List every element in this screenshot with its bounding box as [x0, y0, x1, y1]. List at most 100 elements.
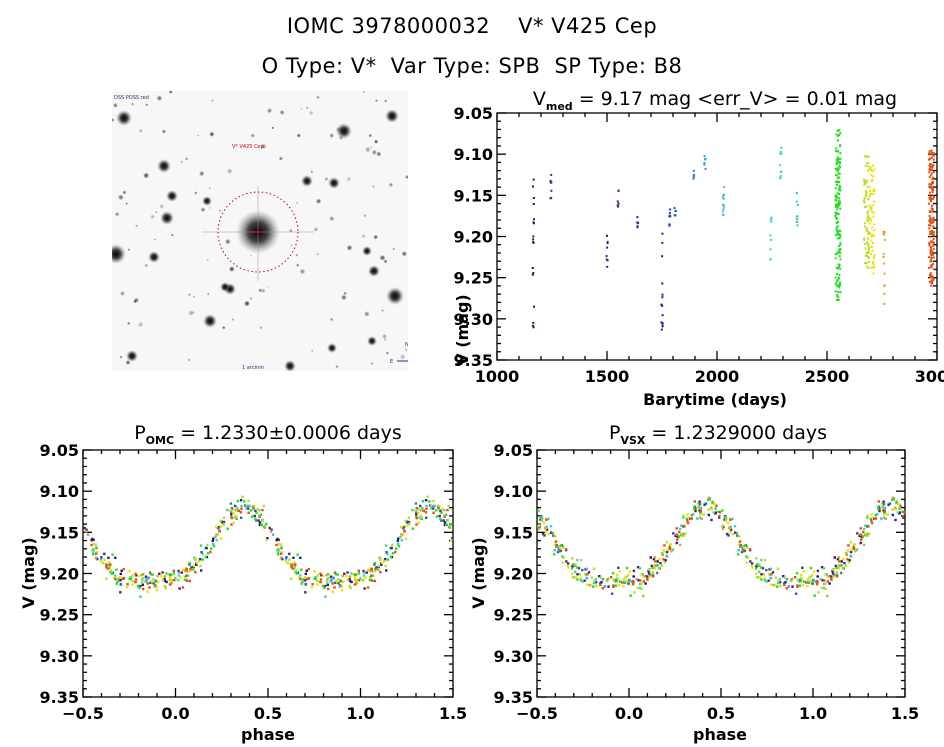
phase-vsx-point [802, 569, 805, 573]
phase-vsx-point [835, 566, 838, 570]
phase-vsx-point [901, 510, 904, 513]
phase-vsx-point [647, 572, 651, 575]
lightcurve-point [928, 202, 930, 205]
phase-vsx-point [646, 575, 649, 578]
phase-omc-point [276, 548, 279, 552]
phase-omc-point [275, 543, 278, 547]
lightcurve-point [838, 197, 841, 200]
phase-omc-point [199, 564, 202, 568]
star [144, 263, 149, 268]
lightcurve-point [668, 223, 671, 226]
star [363, 213, 367, 218]
phase-vsx-point [881, 502, 884, 505]
phase-vsx-point [778, 578, 781, 581]
phase-omc-point [314, 577, 317, 580]
phase-omc-point [163, 575, 167, 578]
phase-vsx-point [771, 571, 775, 574]
lightcurve-point [605, 255, 608, 258]
phase-omc-point [252, 507, 256, 511]
phase-vsx-point [663, 561, 666, 564]
phase-omc-point [222, 523, 225, 527]
phase-omc-point [378, 556, 381, 559]
phase-omc-point [334, 573, 338, 576]
star [369, 269, 374, 274]
phase-omc-point [141, 581, 144, 585]
phase-vsx-point [769, 576, 772, 580]
phase-omc-plot-area: −0.5 0.0 0.5 1.0 1.59.059.109.159.209.259.30… [40, 441, 468, 723]
phase-omc-point [434, 509, 438, 512]
phase-vsx-ylabel: V (mag) [470, 537, 488, 609]
phase-vsx-point [656, 564, 659, 567]
phase-vsx-point [882, 516, 886, 520]
phase-vsx-point [739, 545, 742, 548]
lightcurve-point [837, 212, 839, 215]
lightcurve-point [928, 227, 931, 230]
phase-vsx-point [813, 594, 816, 597]
lightcurve-point [865, 181, 868, 184]
lightcurve-cluster [636, 216, 640, 229]
lightcurve-point [839, 248, 842, 251]
phase-omc-point [275, 539, 278, 542]
phase-omc-point [329, 575, 333, 578]
phase-vsx-point [779, 584, 782, 588]
phase-vsx-point [562, 556, 566, 559]
lightcurve-point [865, 230, 868, 233]
lightcurve-point [865, 227, 868, 230]
star [335, 364, 339, 369]
phase-vsx-point [640, 573, 643, 576]
lightcurve-point [605, 258, 608, 261]
phase-vsx-point [778, 581, 782, 584]
phase-vsx-point [675, 541, 678, 545]
phase-vsx-point [599, 582, 602, 585]
phase-vsx-ytick-label: 9.25 [494, 606, 533, 625]
lightcurve-point [872, 212, 875, 215]
phase-vsx-point [681, 534, 684, 537]
star [364, 146, 371, 153]
phase-omc-point [246, 507, 250, 510]
phase-omc-ytick-label: 9.25 [40, 606, 79, 625]
phase-omc-point [141, 573, 145, 576]
lightcurve-point [692, 169, 695, 172]
lightcurve-point [834, 282, 837, 285]
phase-vsx-point [816, 581, 819, 584]
phase-vsx-point [653, 567, 656, 570]
phase-vsx-point [765, 580, 768, 583]
phase-vsx-point [555, 543, 558, 547]
phase-omc-point [323, 586, 326, 590]
star [316, 95, 320, 100]
star [329, 317, 334, 322]
phase-omc-point [109, 569, 112, 572]
phase-vsx-point [671, 548, 675, 551]
phase-omc-point [122, 567, 125, 571]
phase-vsx-point [660, 551, 663, 555]
phase-vsx-point [849, 554, 853, 558]
phase-vsx-point [623, 581, 626, 584]
phase-vsx-point [707, 508, 710, 511]
object-types: O Type: V* Var Type: SPB SP Type: B8 [0, 54, 944, 78]
lightcurve-point [722, 213, 725, 216]
phase-vsx-point [757, 576, 760, 579]
lightcurve-point [870, 174, 873, 177]
star [305, 106, 309, 110]
phase-vsx-point [817, 591, 820, 594]
phase-vsx-point [809, 566, 813, 570]
phase-vsx-point [599, 576, 602, 579]
star [125, 202, 128, 205]
phase-omc-ytick-label: 9.15 [40, 523, 79, 542]
phase-omc-point [343, 572, 346, 575]
lightcurve-point [929, 166, 932, 169]
phase-omc-point [418, 516, 421, 519]
phase-vsx-point [686, 519, 689, 522]
star [362, 246, 372, 256]
phase-omc-point [167, 573, 170, 576]
lightcurve-point [864, 194, 867, 197]
lightcurve-point [869, 208, 872, 211]
lightcurve-point [836, 280, 839, 283]
lightcurve-point [867, 237, 869, 240]
lightcurve-point [929, 232, 932, 235]
phase-omc-point [122, 577, 125, 580]
lightcurve-point [930, 149, 933, 152]
phase-omc-point [161, 571, 164, 574]
lightcurve-point [871, 226, 873, 229]
phase-vsx-point [670, 550, 673, 553]
